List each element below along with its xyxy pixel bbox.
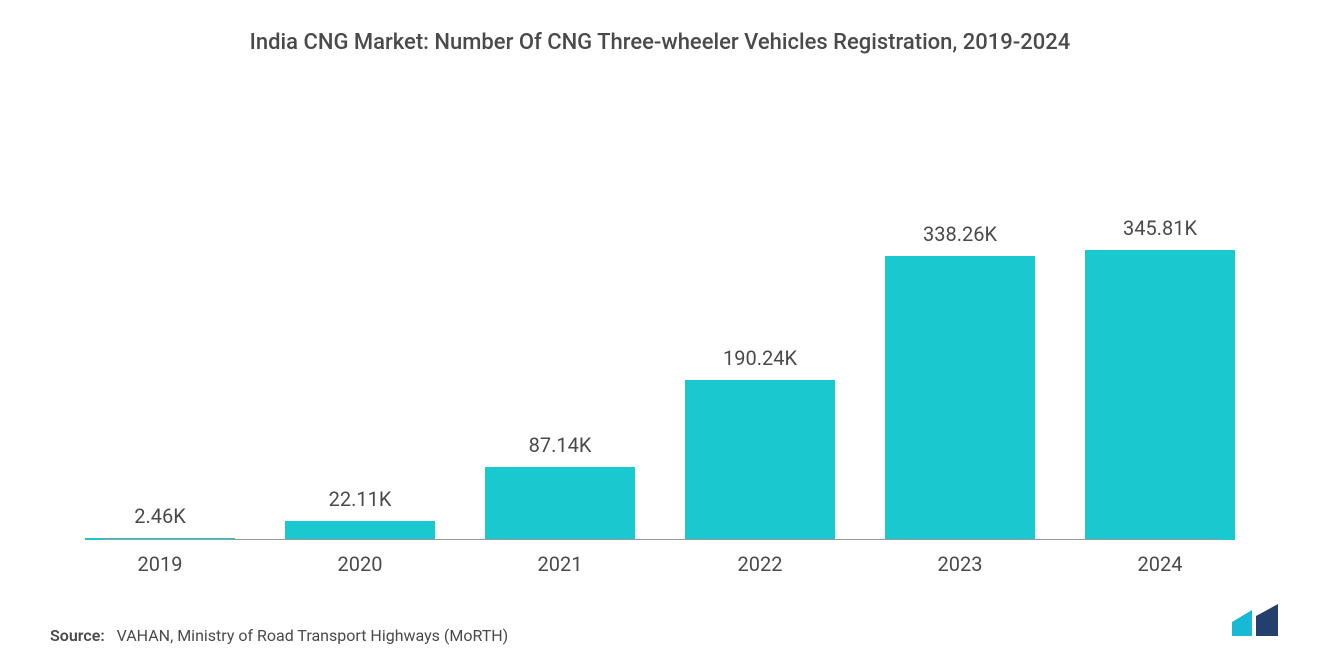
logo-icon	[1232, 604, 1280, 636]
bar-group-2020: 22.11K	[260, 115, 460, 540]
chart-plot-area: 2.46K 22.11K 87.14K 190.24K 338.26K 345.…	[40, 115, 1280, 540]
bar-value-label: 190.24K	[723, 346, 797, 370]
x-label-2023: 2023	[860, 552, 1060, 576]
source-text: VAHAN, Ministry of Road Transport Highwa…	[117, 626, 509, 645]
bar-value-label: 2.46K	[134, 504, 186, 528]
bar-2020	[285, 521, 435, 540]
x-label-2019: 2019	[60, 552, 260, 576]
bar-group-2023: 338.26K	[860, 115, 1060, 540]
bar-group-2019: 2.46K	[60, 115, 260, 540]
bar-2024	[1085, 250, 1235, 540]
x-label-2020: 2020	[260, 552, 460, 576]
bar-group-2024: 345.81K	[1060, 115, 1260, 540]
source-label: Source:	[50, 626, 105, 645]
bar-2023	[885, 256, 1035, 540]
bar-value-label: 345.81K	[1123, 216, 1197, 240]
bar-value-label: 22.11K	[329, 487, 392, 511]
chart-container: India CNG Market: Number Of CNG Three-wh…	[0, 0, 1320, 665]
x-label-2022: 2022	[660, 552, 860, 576]
source-citation: Source: VAHAN, Ministry of Road Transpor…	[40, 626, 1280, 645]
x-axis-baseline	[100, 539, 1220, 540]
bar-2022	[685, 380, 835, 540]
bar-value-label: 338.26K	[923, 222, 997, 246]
bar-group-2022: 190.24K	[660, 115, 860, 540]
bar-group-2021: 87.14K	[460, 115, 660, 540]
brand-logo	[1232, 604, 1280, 640]
x-axis-labels: 2019 2020 2021 2022 2023 2024	[40, 540, 1280, 576]
bar-2021	[485, 467, 635, 540]
chart-title: India CNG Market: Number Of CNG Three-wh…	[40, 30, 1280, 55]
bar-value-label: 87.14K	[529, 433, 592, 457]
x-label-2021: 2021	[460, 552, 660, 576]
x-label-2024: 2024	[1060, 552, 1260, 576]
